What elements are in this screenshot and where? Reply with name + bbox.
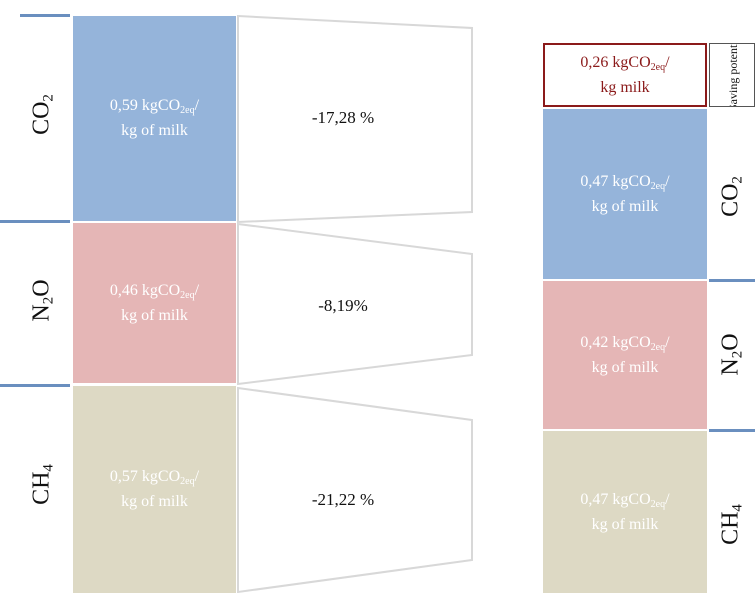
reduction-pct-n2o: -8,19%	[318, 296, 368, 315]
gas-label-n2o-right: N2O	[717, 333, 746, 376]
reduced-block-n2o: 0,42 kgCO2eq/ kg of milk	[543, 281, 707, 429]
funnel-ch4	[237, 386, 473, 593]
funnel-n2o	[237, 222, 473, 386]
baseline-block-ch4: 0,57 kgCO2eq/ kg of milk	[73, 386, 236, 593]
reduction-funnels	[237, 14, 473, 593]
reduced-block-ch4: 0,47 kgCO2eq/ kg of milk	[543, 431, 707, 593]
gas-label-ch4-left: CH4	[28, 464, 57, 505]
saving-potential-value: 0,26 kgCO2eq/ kg milk	[543, 43, 707, 107]
gas-label-n2o-left: N2O	[28, 279, 57, 322]
separator-n2o-ch4-left	[0, 384, 70, 387]
funnel-co2	[237, 14, 473, 224]
separator-top-left	[20, 14, 70, 17]
reduction-pct-co2: -17,28 %	[311, 108, 375, 127]
separator-co2-n2o-left	[0, 220, 70, 223]
separator-co2-n2o-right	[709, 279, 755, 282]
baseline-block-n2o: 0,46 kgCO2eq/ kg of milk	[73, 223, 236, 383]
saving-potential-label-box: Saving potential	[709, 43, 755, 107]
baseline-block-co2: 0,59 kgCO2eq/ kg of milk	[73, 16, 236, 221]
reduction-pct-ch4: -21,22 %	[311, 490, 375, 509]
gas-label-co2-left: CO2	[28, 94, 57, 135]
separator-n2o-ch4-right	[709, 429, 755, 432]
gas-label-ch4-right: CH4	[717, 504, 746, 545]
reduced-block-co2: 0,47 kgCO2eq/ kg of milk	[543, 109, 707, 279]
gas-label-co2-right: CO2	[717, 176, 746, 217]
saving-potential-label: Saving potential	[726, 43, 740, 107]
